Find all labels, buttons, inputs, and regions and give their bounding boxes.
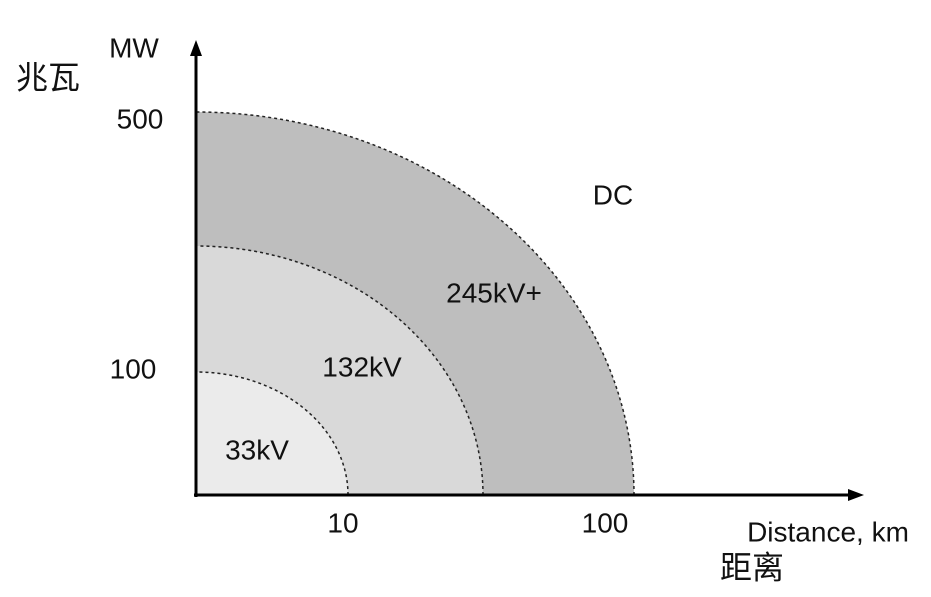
boundary <box>195 111 635 496</box>
boundary <box>195 371 349 496</box>
region-label: 33kV <box>225 434 289 465</box>
y-label-cn: 兆瓦 <box>16 59 80 97</box>
y-unit: MW <box>109 32 159 63</box>
boundary <box>195 245 484 496</box>
y-arrow <box>190 40 202 56</box>
region-label: 245kV+ <box>446 277 542 308</box>
region-label: DC <box>593 179 633 210</box>
x-tick-label: 100 <box>582 507 629 538</box>
x-tick-label: 10 <box>327 507 358 538</box>
y-tick-label: 100 <box>110 353 157 384</box>
x-arrow <box>848 489 864 501</box>
region-label: 132kV <box>322 351 402 382</box>
y-tick-label: 500 <box>117 103 164 134</box>
x-label-cn: 距离 <box>720 549 784 587</box>
x-label: Distance, km <box>747 516 909 547</box>
region-33kv <box>196 372 348 495</box>
